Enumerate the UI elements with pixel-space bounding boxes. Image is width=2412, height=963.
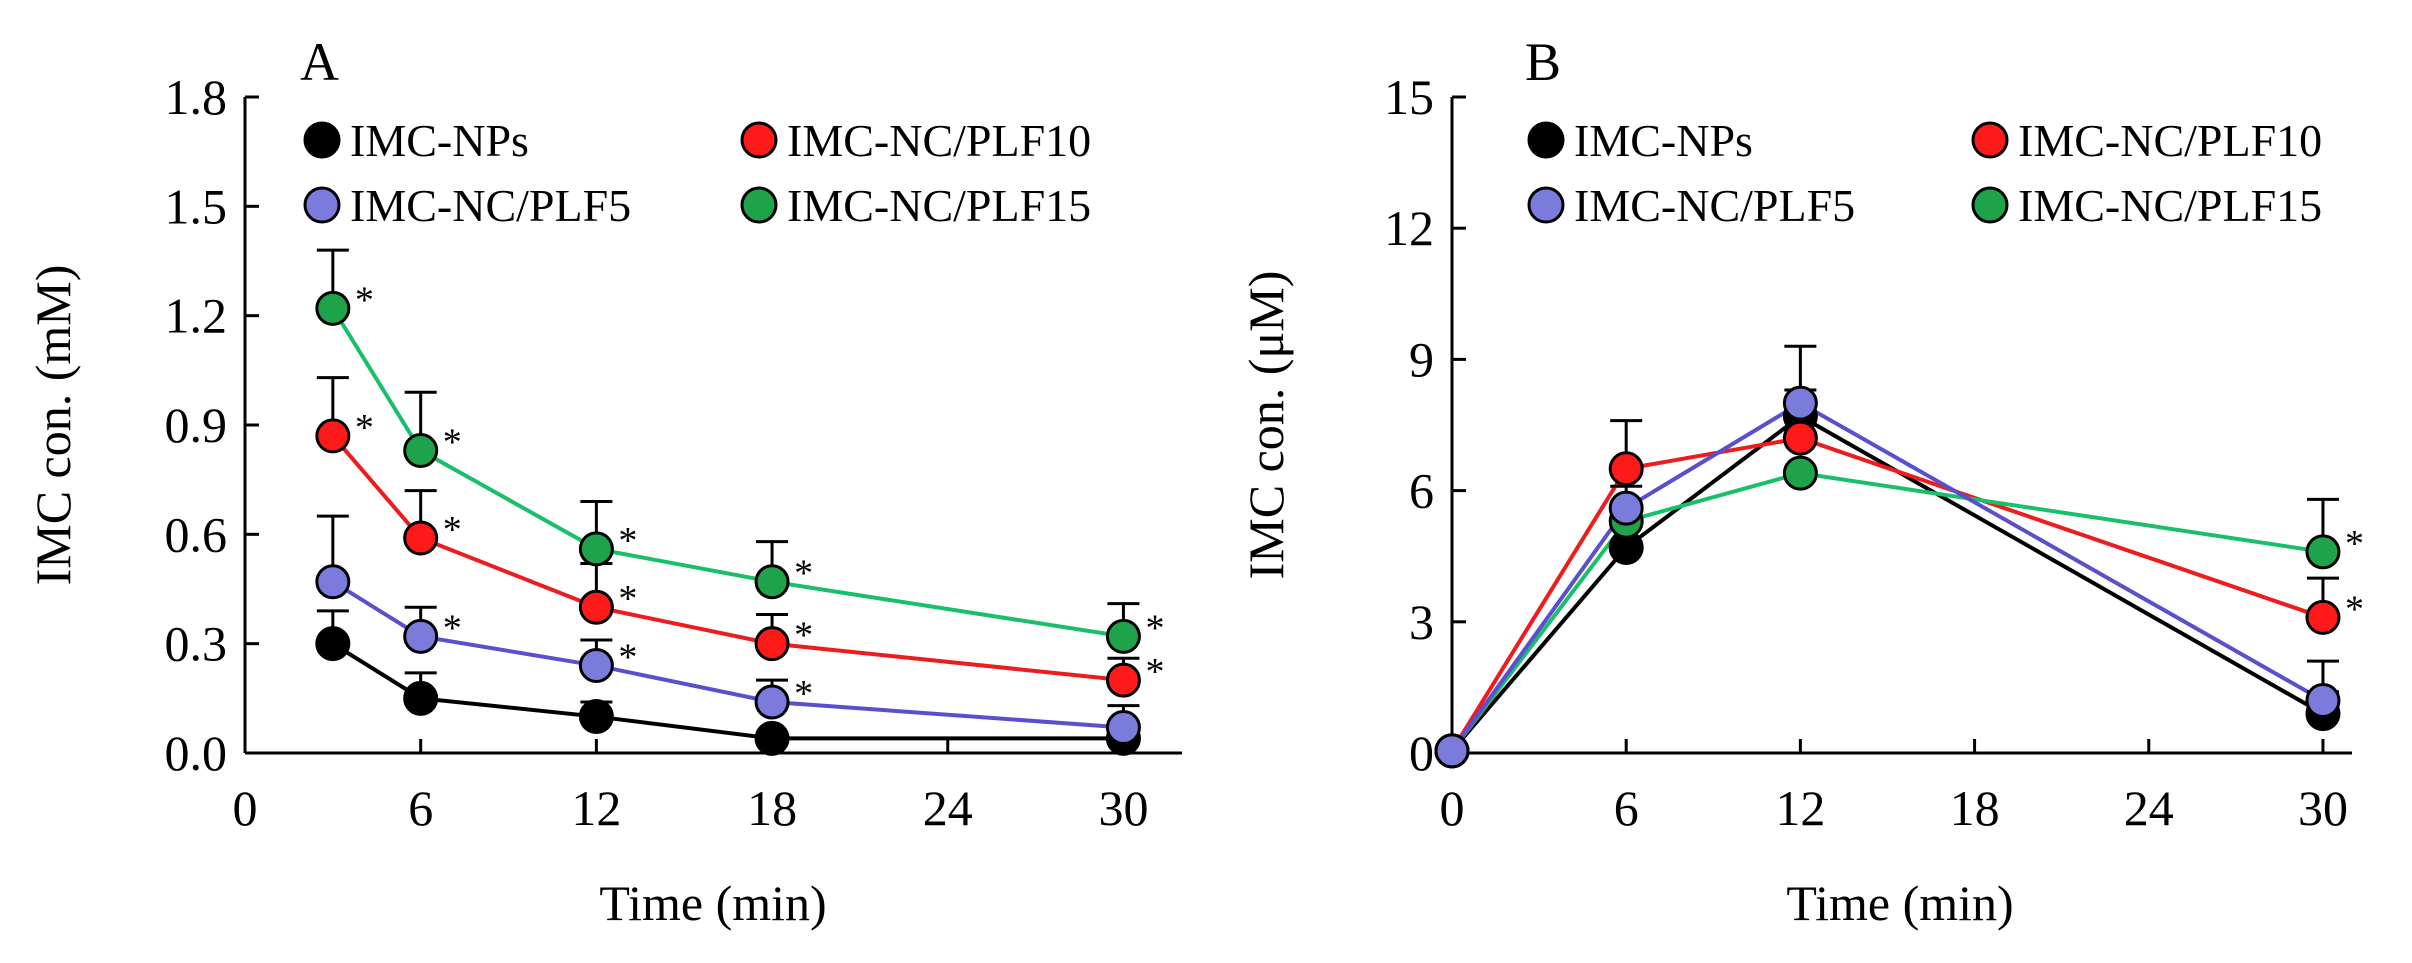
- panel-a-x-tick-label: 30: [1098, 780, 1148, 836]
- panel-a-y-tick-label: 1.5: [165, 178, 228, 234]
- panel-a-sig-marker-imc-nc-plf10: *: [794, 615, 813, 657]
- panel-b-line-imc-nc-plf15: [1450, 471, 2324, 753]
- panel-a-x-tick-label: 12: [571, 780, 621, 836]
- panel-a-point-imc-nc-plf5: [403, 618, 439, 654]
- panel-a-point-imc-nc-plf15: [754, 564, 790, 600]
- panel-b-point-imc-nc-plf15: [2305, 534, 2341, 570]
- panel-a-point-imc-nc-plf15: [403, 433, 439, 469]
- panel-a-point-imc-nps: [403, 680, 439, 716]
- panel-a-sig-marker-imc-nc-plf15: *: [355, 279, 374, 321]
- panel-a-x-tick-label: 0: [233, 780, 258, 836]
- panel-b-point-imc-nc-plf10: [1608, 451, 1644, 487]
- panel-a-legend-marker-imc-nps: [303, 121, 341, 159]
- panel-b-point-imc-nc-plf5: [1782, 385, 1818, 421]
- panel-b-legend-label-imc-nc-plf10: IMC-NC/PLF10: [2018, 115, 2322, 166]
- panel-b-x-tick-label: 12: [1775, 780, 1825, 836]
- panel-a-x-tick-label: 6: [408, 780, 433, 836]
- panel-b-point-imc-nc-plf15: [1782, 455, 1818, 491]
- panel-b-legend-marker-imc-nc-plf15: [1971, 186, 2009, 224]
- panel-a-legend-label-imc-nc-plf15: IMC-NC/PLF15: [787, 180, 1091, 231]
- panel-b-x-tick-label: 30: [2298, 780, 2348, 836]
- panel-a-legend-marker-imc-nc-plf15: [740, 186, 778, 224]
- panel-b-x-tick-label: 24: [2124, 780, 2174, 836]
- panel-b-line-imc-nc-plf5: [1450, 400, 2324, 752]
- panel-a-sig-marker-imc-nc-plf10: *: [618, 578, 637, 620]
- panel-b-y-tick-label: 3: [1409, 594, 1434, 650]
- panel-a-y-tick-label: 1.2: [165, 288, 228, 344]
- panel-a-x-tick-label: 24: [923, 780, 973, 836]
- panel-a-legend-label-imc-nc-plf5: IMC-NC/PLF5: [350, 180, 631, 231]
- panel-a-chart: 0.0 0.3 0.6 0.9 1.2 1.5 1.8 0 6 12 18 24 30 Time (min…: [25, 32, 1182, 931]
- panel-b-y-tick-label: 9: [1409, 331, 1434, 387]
- panel-b-point-imc-nc-plf10: [2305, 599, 2341, 635]
- panel-a-point-imc-nps: [578, 699, 614, 735]
- panel-b-y-axis-label: IMC con. (μM): [1238, 271, 1294, 580]
- panel-a-y-tick-label: 0.9: [165, 397, 228, 453]
- panel-a-point-imc-nc-plf5: [1105, 709, 1141, 745]
- panel-a-sig-marker-imc-nc-plf10: *: [443, 509, 462, 551]
- panel-a-sig-marker-imc-nc-plf10: *: [1145, 651, 1164, 693]
- panel-b-chart: 0 3 6 9 12 15 0 6 12 18 24 30 Time (min) IMC con. (μM…: [1238, 32, 2364, 931]
- panel-a-x-tick-label: 18: [747, 780, 797, 836]
- panel-a-sig-marker-imc-nc-plf5: *: [618, 637, 637, 679]
- panel-a-sig-marker-imc-nc-plf15: *: [1145, 607, 1164, 649]
- panel-b-point-imc-nc-plf5: [1608, 490, 1644, 526]
- panel-a-point-imc-nc-plf15: [1105, 618, 1141, 654]
- panel-a-point-imc-nc-plf5: [315, 564, 351, 600]
- panel-a-point-imc-nps: [315, 626, 351, 662]
- panel-a-point-imc-nc-plf10: [754, 626, 790, 662]
- panel-a-sig-marker-imc-nc-plf15: *: [794, 553, 813, 595]
- panel-b-x-axis-label: Time (min): [1786, 875, 2013, 931]
- panel-a-point-imc-nc-plf10: [578, 589, 614, 625]
- panel-a-sig-marker-imc-nc-plf10: *: [355, 407, 374, 449]
- panel-a-sig-marker-imc-nc-plf15: *: [618, 520, 637, 562]
- panel-b-sig-marker-imc-nc-plf15: *: [2345, 523, 2364, 565]
- panel-a-line-imc-nc-plf15: [331, 307, 1124, 639]
- panel-b-panel-letter: B: [1525, 32, 1561, 92]
- panel-a-point-imc-nc-plf5: [578, 648, 614, 684]
- panel-a-y-axis-label: IMC con. (mM): [25, 265, 81, 586]
- panel-a-y-tick-label: 0.0: [165, 725, 228, 781]
- panel-a-line-imc-nc-plf5: [331, 580, 1124, 730]
- panel-b-line-imc-nps: [1450, 413, 2324, 753]
- panel-a-x-axis-label: Time (min): [599, 875, 826, 931]
- panel-b-legend-label-imc-nc-plf15: IMC-NC/PLF15: [2018, 180, 2322, 231]
- panel-b-y-tick-label: 0: [1409, 725, 1434, 781]
- panel-a-point-imc-nc-plf5: [754, 684, 790, 720]
- panel-a-sig-marker-imc-nc-plf5: *: [794, 673, 813, 715]
- panel-b-y-tick-label: 6: [1409, 463, 1434, 519]
- panel-b-legend-label-imc-nps: IMC-NPs: [1574, 115, 1753, 166]
- panel-a-point-imc-nps: [754, 720, 790, 756]
- panel-a-point-imc-nc-plf10: [403, 520, 439, 556]
- panel-a-legend-marker-imc-nc-plf10: [740, 121, 778, 159]
- panel-b-point-imc-nc-plf5: [1434, 733, 1470, 769]
- panel-a-point-imc-nc-plf15: [578, 531, 614, 567]
- panel-a-legend-label-imc-nc-plf10: IMC-NC/PLF10: [787, 115, 1091, 166]
- panel-a-point-imc-nc-plf10: [315, 418, 351, 454]
- panel-b-legend-marker-imc-nps: [1527, 121, 1565, 159]
- panel-b-point-imc-nc-plf10: [1782, 420, 1818, 456]
- panel-b-legend-marker-imc-nc-plf5: [1527, 186, 1565, 224]
- panel-a-y-tick-label: 0.6: [165, 506, 228, 562]
- panel-b-x-tick-label: 0: [1440, 780, 1465, 836]
- panel-a-panel-letter: A: [300, 32, 339, 92]
- panel-a-legend-label-imc-nps: IMC-NPs: [350, 115, 529, 166]
- panel-b-point-imc-nc-plf5: [2305, 683, 2341, 719]
- panel-a-point-imc-nc-plf10: [1105, 662, 1141, 698]
- panel-b-x-tick-label: 6: [1614, 780, 1639, 836]
- panel-b-y-tick-label: 15: [1384, 69, 1434, 125]
- panel-a-y-tick-label: 0.3: [165, 616, 228, 672]
- panel-b-legend-marker-imc-nc-plf10: [1971, 121, 2009, 159]
- panel-b-y-tick-label: 12: [1384, 200, 1434, 256]
- panel-a-sig-marker-imc-nc-plf15: *: [443, 422, 462, 464]
- panel-a-y-tick-label: 1.8: [165, 69, 228, 125]
- panel-a-point-imc-nc-plf15: [315, 290, 351, 326]
- panel-b-sig-marker-imc-nc-plf10: *: [2345, 588, 2364, 630]
- panel-b-x-tick-label: 18: [1950, 780, 2000, 836]
- panel-b-legend-label-imc-nc-plf5: IMC-NC/PLF5: [1574, 180, 1855, 231]
- panel-a-legend-marker-imc-nc-plf5: [303, 186, 341, 224]
- panel-a-sig-marker-imc-nc-plf5: *: [443, 607, 462, 649]
